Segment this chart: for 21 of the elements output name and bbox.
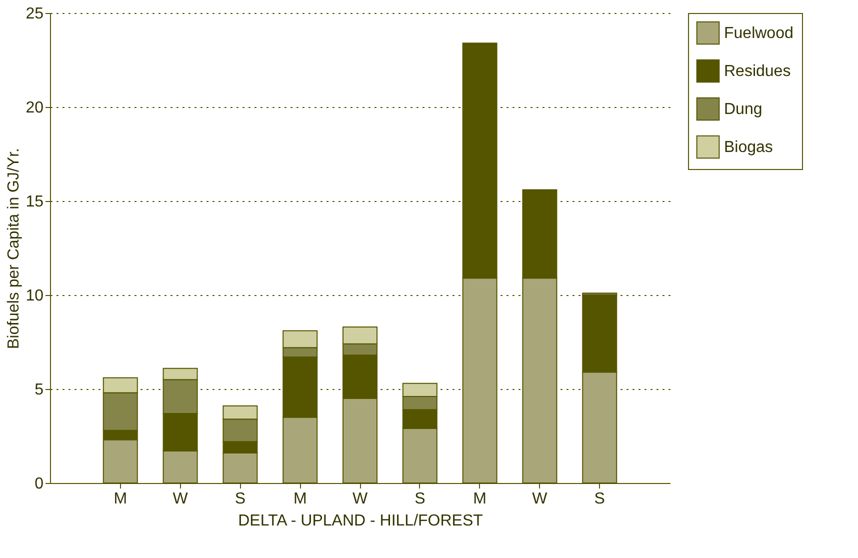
y-tick-label: 5	[34, 382, 44, 398]
x-tick-label: W	[532, 490, 548, 508]
legend-label: Dung	[724, 101, 762, 118]
y-tick-label: 20	[26, 100, 44, 116]
x-tick-label: M	[473, 490, 486, 508]
x-tick-label: S	[234, 490, 246, 508]
x-tick-label: M	[114, 490, 128, 508]
y-tick-label: 15	[26, 194, 44, 210]
x-tick-label: S	[594, 490, 605, 508]
x-tick-label: M	[293, 490, 307, 508]
x-tick-label: W	[172, 490, 189, 508]
legend-label: Biogas	[724, 139, 773, 156]
y-axis-title: Biofuels per Capita in GJ/Yr.	[6, 148, 23, 349]
y-tick-label: 25	[26, 6, 44, 22]
legend-label: Residues	[724, 63, 791, 80]
y-tick-label: 0	[34, 476, 44, 492]
x-tick-label: S	[414, 490, 426, 508]
legend-label: Fuelwood	[724, 25, 794, 42]
x-axis-title: DELTA - UPLAND - HILL/FOREST	[238, 512, 484, 530]
x-tick-label: W	[352, 490, 368, 508]
y-tick-label: 10	[26, 288, 44, 304]
